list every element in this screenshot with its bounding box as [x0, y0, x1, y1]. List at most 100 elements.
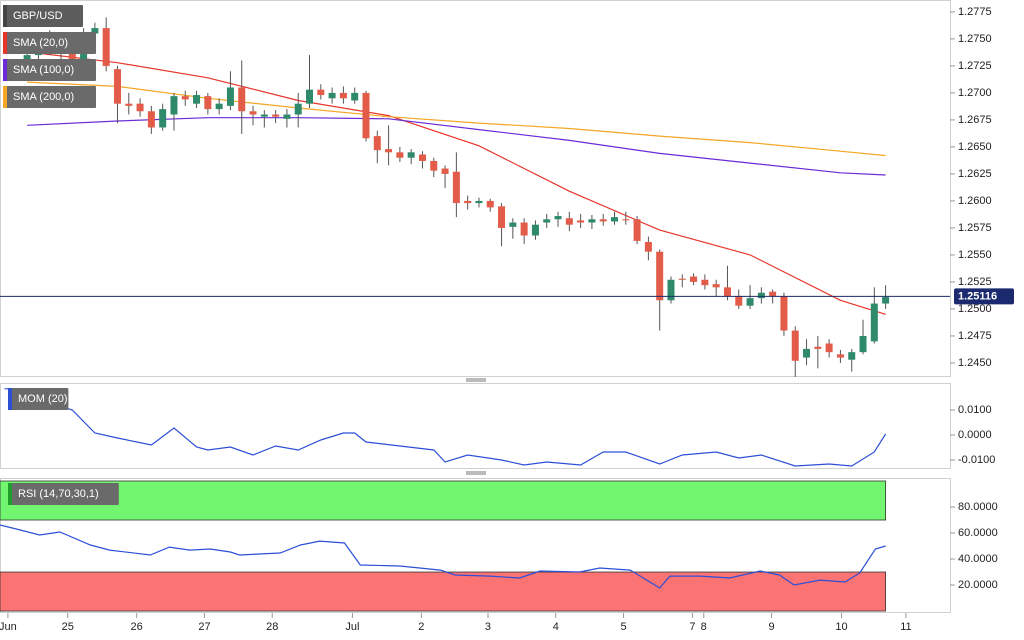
candle-body: [520, 222, 528, 236]
legend-label-box: [3, 59, 96, 81]
mom-panel-frame: [0, 383, 951, 469]
candle-body: [486, 200, 494, 208]
candle-body: [260, 114, 268, 117]
candle-body: [780, 295, 788, 331]
candle-body: [769, 291, 777, 296]
y-tick-label: 20.0000: [958, 579, 998, 591]
candle-body: [418, 154, 426, 161]
candle-body: [430, 160, 438, 171]
indicator-label-box: [8, 388, 69, 410]
candle-body: [509, 222, 517, 227]
last-price-label: 1.25116: [958, 290, 997, 302]
candle-body: [475, 200, 483, 204]
candle-body: [317, 89, 325, 96]
candle-body: [848, 352, 856, 360]
candle-body: [633, 219, 641, 241]
y-tick-label: 0.0100: [958, 404, 992, 416]
indicator-label: RSI (14,70,30,1): [18, 488, 99, 500]
candle-body: [339, 92, 347, 99]
candle-body: [306, 89, 314, 104]
candle-body: [204, 96, 212, 110]
candle-body: [757, 292, 765, 299]
candle-body: [170, 96, 178, 115]
candle-body: [531, 224, 539, 236]
x-tick-label: 5: [620, 621, 626, 633]
candle-body: [113, 69, 121, 104]
candle-body: [723, 287, 731, 296]
symbol-label-stripe: [3, 5, 7, 27]
resize-handle[interactable]: [466, 378, 486, 382]
resize-handle[interactable]: [466, 471, 486, 475]
candle-body: [656, 251, 664, 301]
y-tick-label: 1.2500: [958, 303, 992, 315]
main-panel-frame: [0, 0, 951, 377]
candle-body: [23, 55, 31, 61]
candle-body: [283, 114, 291, 119]
candle-body: [181, 96, 189, 100]
x-tick-label: 27: [198, 621, 210, 633]
y-tick-label: 1.2775: [958, 6, 992, 18]
candle-body: [407, 152, 415, 158]
series-line: [27, 51, 886, 315]
candle-body: [385, 149, 393, 153]
candle-body: [373, 136, 381, 151]
y-tick-label: 40.0000: [958, 553, 998, 565]
y-tick-label: 1.2625: [958, 168, 992, 180]
candle-body: [882, 297, 890, 304]
candle-body: [622, 219, 630, 221]
candle-body: [690, 276, 698, 282]
y-tick-label: 1.2575: [958, 222, 992, 234]
y-tick-label: 0.0000: [958, 429, 992, 441]
x-tick-label: 26: [131, 621, 143, 633]
x-tick-label: Jul: [345, 621, 359, 633]
candle-body: [272, 114, 280, 117]
candle-body: [91, 28, 99, 34]
y-tick-label: 1.2700: [958, 87, 992, 99]
symbol-label-box: [3, 5, 83, 27]
candle-body: [136, 103, 144, 112]
candle-body: [102, 28, 110, 66]
y-tick-label: 1.2450: [958, 357, 992, 369]
legend-label-stripe: [3, 59, 7, 81]
candle-body: [464, 200, 472, 204]
candle-body: [803, 348, 811, 358]
indicator-label-box: [8, 483, 119, 505]
candle-body: [294, 103, 302, 115]
legend-label: SMA (100,0): [13, 64, 74, 76]
candle-body: [215, 103, 223, 110]
candle-body: [825, 343, 833, 353]
x-tick-label: 9: [768, 621, 774, 633]
x-tick-label: 2: [418, 621, 424, 633]
candle-body: [746, 298, 754, 306]
candle-body: [441, 168, 449, 174]
series-line: [0, 524, 886, 589]
series-line: [27, 117, 886, 176]
candle-body: [238, 87, 246, 112]
candle-body: [611, 217, 619, 222]
candle-body: [147, 111, 155, 128]
x-tick-label: 4: [553, 621, 559, 633]
candle-body: [678, 278, 686, 280]
candle-body: [859, 335, 867, 353]
candle-body: [543, 219, 551, 223]
indicator-label-stripe: [8, 483, 12, 505]
candle-body: [396, 152, 404, 158]
candle-body: [249, 111, 257, 115]
candle-body: [351, 92, 359, 101]
candle-body: [328, 92, 336, 99]
x-tick-label: 25: [62, 621, 74, 633]
candle-body: [701, 279, 709, 286]
candle-body: [554, 216, 562, 220]
indicator-label-stripe: [8, 388, 12, 410]
legend-label: SMA (20,0): [13, 37, 68, 49]
candle-body: [836, 354, 844, 358]
candle-body: [577, 220, 585, 223]
candle-body: [870, 303, 878, 342]
y-tick-label: 1.2650: [958, 141, 992, 153]
legend-label-stripe: [3, 86, 7, 108]
y-tick-label: 1.2600: [958, 195, 992, 207]
symbol-label: GBP/USD: [13, 10, 63, 22]
y-tick-label: 60.0000: [958, 527, 998, 539]
last-price-box: [954, 288, 1014, 305]
